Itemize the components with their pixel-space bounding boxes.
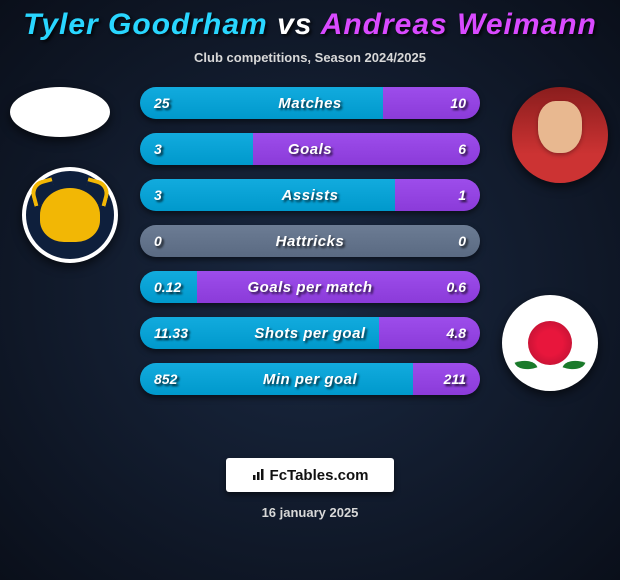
chart-icon <box>252 467 266 484</box>
stat-right-value: 1 <box>458 187 466 203</box>
stat-right-segment: 211 <box>413 363 480 395</box>
stat-left-value: 25 <box>154 95 170 111</box>
main-area: 2510Matches36Goals31Assists00Hattricks0.… <box>0 87 620 427</box>
stat-row: 2510Matches <box>140 87 480 119</box>
stat-right-segment: 10 <box>383 87 480 119</box>
stat-right-value: 211 <box>444 371 466 387</box>
stat-right-value: 0.6 <box>447 279 466 295</box>
stat-right-segment: 6 <box>253 133 480 165</box>
stat-right-segment: 0.6 <box>197 271 480 303</box>
footer-logo-text: FcTables.com <box>270 467 369 484</box>
stat-row: 00Hattricks <box>140 225 480 257</box>
stat-left-value: 852 <box>154 371 177 387</box>
stat-left-segment: 852 <box>140 363 413 395</box>
player1-avatar <box>10 87 110 137</box>
stat-right-value: 6 <box>458 141 466 157</box>
player2-avatar <box>512 87 608 183</box>
player1-club-crest <box>22 167 118 263</box>
stat-left-value: 3 <box>154 141 162 157</box>
stat-bars: 2510Matches36Goals31Assists00Hattricks0.… <box>140 87 480 409</box>
stat-left-value: 0 <box>154 233 162 249</box>
player2-name: Andreas Weimann <box>321 8 597 41</box>
stat-row: 36Goals <box>140 133 480 165</box>
subtitle: Club competitions, Season 2024/2025 <box>0 50 620 65</box>
stat-right-value: 4.8 <box>447 325 466 341</box>
stat-left-segment: 0.12 <box>140 271 197 303</box>
stat-left-segment: 25 <box>140 87 383 119</box>
stat-left-value: 3 <box>154 187 162 203</box>
comparison-title: Tyler Goodrham vs Andreas Weimann <box>0 0 620 42</box>
stat-right-segment: 0 <box>310 225 480 257</box>
stat-left-segment: 3 <box>140 179 395 211</box>
stat-row: 0.120.6Goals per match <box>140 271 480 303</box>
stat-row: 31Assists <box>140 179 480 211</box>
footer-logo: FcTables.com <box>226 458 394 492</box>
stat-left-segment: 0 <box>140 225 310 257</box>
vs-text: vs <box>277 8 312 41</box>
stat-right-segment: 4.8 <box>379 317 480 349</box>
stat-right-value: 0 <box>458 233 466 249</box>
stat-row: 11.334.8Shots per goal <box>140 317 480 349</box>
stat-left-segment: 3 <box>140 133 253 165</box>
stat-left-segment: 11.33 <box>140 317 379 349</box>
stat-left-value: 0.12 <box>154 279 181 295</box>
stat-right-value: 10 <box>450 95 466 111</box>
stat-right-segment: 1 <box>395 179 480 211</box>
player2-club-crest <box>502 295 598 391</box>
player1-name: Tyler Goodrham <box>23 8 268 41</box>
stat-left-value: 11.33 <box>154 325 188 341</box>
footer-date: 16 january 2025 <box>0 505 620 520</box>
stat-row: 852211Min per goal <box>140 363 480 395</box>
